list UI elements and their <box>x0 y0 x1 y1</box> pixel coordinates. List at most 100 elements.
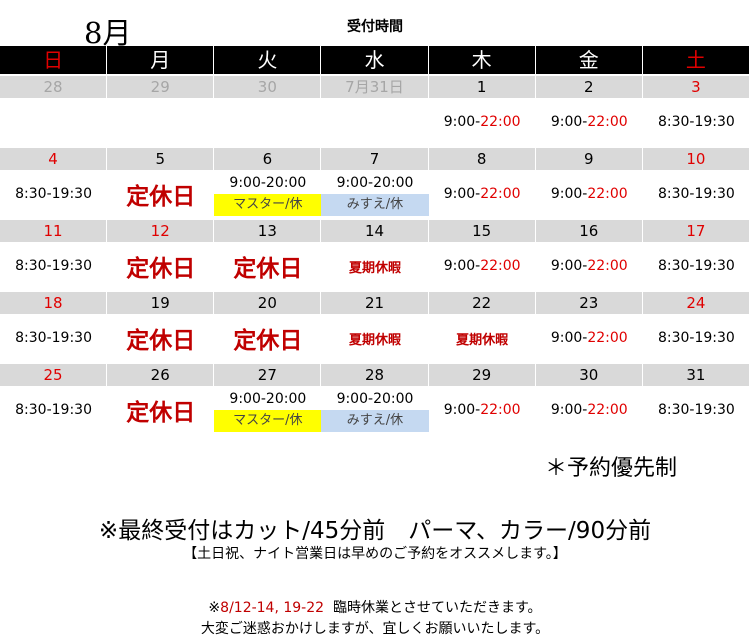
end-time: 19:30 <box>694 402 735 418</box>
day-cell: 定休日 <box>107 242 214 290</box>
date-cell: 28 <box>0 76 108 98</box>
date-cell: 29 <box>429 364 536 386</box>
end-time: 19:30 <box>694 114 735 130</box>
date-cell: 25 <box>0 364 108 386</box>
end-time: 22:00 <box>587 258 628 274</box>
date-row: 25 26 27 28 29 30 31 <box>0 364 750 386</box>
day-cell: 定休日 <box>214 314 321 362</box>
temporary-closure-note: ※8/12-14, 19-22 臨時休業とさせていただきます。 <box>0 597 750 617</box>
end-time: 22:00 <box>480 186 521 202</box>
summer-holiday-label: 夏期休暇 <box>456 332 509 348</box>
note-mark: ※ <box>208 600 221 616</box>
closure-dates: 8/12-14, 19-22 <box>220 600 325 616</box>
business-hours: 9:00-20:00 <box>337 390 414 408</box>
weekday-6: 土 <box>643 46 750 74</box>
date-cell: 7 <box>321 148 429 170</box>
end-time: 22:00 <box>587 402 628 418</box>
end-time: 20:00 <box>373 391 414 407</box>
day-cell: 9:00-22:00 <box>429 170 536 218</box>
end-time: 22:00 <box>587 330 628 346</box>
date-cell: 11 <box>0 220 108 242</box>
regular-holiday-label: 定休日 <box>126 256 196 282</box>
day-cell: 9:00-20:00 マスター/休 <box>214 170 322 218</box>
date-cell: 29 <box>107 76 215 98</box>
business-hours: 8:30-19:30 <box>15 330 92 346</box>
day-cell: 8:30-19:30 <box>643 386 750 434</box>
start-time: 9:00- <box>550 330 588 346</box>
content-row: 8:30-19:30 定休日 定休日 夏期休暇 9:00-22:00 9:00-22:00… <box>0 242 750 290</box>
business-hours: 8:30-19:30 <box>15 186 92 202</box>
start-time: 8:30- <box>657 330 695 346</box>
date-cell: 26 <box>107 364 215 386</box>
date-row: 18 19 20 21 22 23 24 <box>0 292 750 314</box>
date-cell: 4 <box>0 148 108 170</box>
end-time: 22:00 <box>587 186 628 202</box>
start-time: 9:00- <box>229 391 266 407</box>
weekday-0: 日 <box>0 46 108 74</box>
date-cell: 24 <box>643 292 750 314</box>
date-cell: 19 <box>107 292 215 314</box>
business-hours: 9:00-22:00 <box>444 186 521 202</box>
summer-holiday-label: 夏期休暇 <box>348 260 401 276</box>
day-cell: 9:00-22:00 <box>536 170 643 218</box>
day-cell: 9:00-20:00 みすえ/休 <box>321 386 429 434</box>
end-time: 19:30 <box>51 186 92 202</box>
business-hours: 9:00-22:00 <box>444 258 521 274</box>
month-title: 8月 <box>84 16 132 50</box>
date-cell: 12 <box>107 220 215 242</box>
day-cell: 夏期休暇 <box>321 242 428 290</box>
business-hours: 8:30-19:30 <box>15 402 92 418</box>
content-row: 9:00-22:00 9:00-22:00 8:30-19:30 <box>0 98 750 146</box>
day-cell: 9:00-22:00 <box>429 98 536 146</box>
date-cell: 8 <box>429 148 536 170</box>
business-hours: 9:00-20:00 <box>229 174 306 192</box>
start-time: 9:00- <box>443 114 481 130</box>
date-cell: 9 <box>536 148 643 170</box>
closure-text: 臨時休業とさせていただきます。 <box>332 600 542 616</box>
staff-off-label: みすえ/休 <box>321 410 429 432</box>
date-cell: 3 <box>643 76 750 98</box>
start-time: 9:00- <box>550 402 588 418</box>
calendar-grid: 日月火水木金土 28 29 30 7月31日 1 2 3 9:00-22:00 9:00-22:… <box>0 46 750 434</box>
day-cell: 定休日 <box>107 386 214 434</box>
date-cell: 10 <box>643 148 750 170</box>
summer-holiday-label: 夏期休暇 <box>348 332 401 348</box>
recommend-note: 【土日祝、ナイト営業日は早めのご予約をオススメします。】 <box>183 546 567 562</box>
last-reception-note: ※最終受付はカット/45分前 パーマ、カラー/90分前 <box>98 518 652 544</box>
start-time: 9:00- <box>550 258 588 274</box>
date-cell: 21 <box>321 292 429 314</box>
day-cell: 9:00-20:00 マスター/休 <box>214 386 322 434</box>
start-time: 8:30- <box>657 402 695 418</box>
end-time: 19:30 <box>51 402 92 418</box>
business-hours: 8:30-19:30 <box>15 258 92 274</box>
reception-hours-title: 受付時間 <box>347 19 403 35</box>
content-row: 8:30-19:30 定休日 定休日 夏期休暇 夏期休暇 9:00-22:00 8:30-1… <box>0 314 750 362</box>
start-time: 9:00- <box>550 186 588 202</box>
start-time: 9:00- <box>229 175 266 191</box>
end-time: 19:30 <box>694 258 735 274</box>
day-cell: 8:30-19:30 <box>643 242 750 290</box>
date-cell: 13 <box>214 220 322 242</box>
date-cell: 1 <box>429 76 536 98</box>
business-hours: 9:00-22:00 <box>444 114 521 130</box>
date-cell: 27 <box>214 364 322 386</box>
start-time: 9:00- <box>336 391 374 407</box>
day-cell <box>321 98 428 146</box>
weekday-header: 日月火水木金土 <box>0 46 750 74</box>
date-cell: 2 <box>536 76 643 98</box>
end-time: 22:00 <box>480 402 521 418</box>
day-cell <box>0 98 107 146</box>
business-hours: 9:00-22:00 <box>551 402 628 418</box>
date-cell: 28 <box>321 364 429 386</box>
start-time: 8:30- <box>657 258 695 274</box>
date-cell: 20 <box>214 292 322 314</box>
day-cell: 8:30-19:30 <box>643 98 750 146</box>
business-hours: 9:00-22:00 <box>551 186 628 202</box>
end-time: 22:00 <box>587 114 628 130</box>
start-time: 8:30- <box>657 186 695 202</box>
day-cell: 9:00-22:00 <box>536 98 643 146</box>
day-cell: 9:00-22:00 <box>429 386 536 434</box>
day-cell: 定休日 <box>214 242 321 290</box>
end-time: 20:00 <box>265 175 307 191</box>
